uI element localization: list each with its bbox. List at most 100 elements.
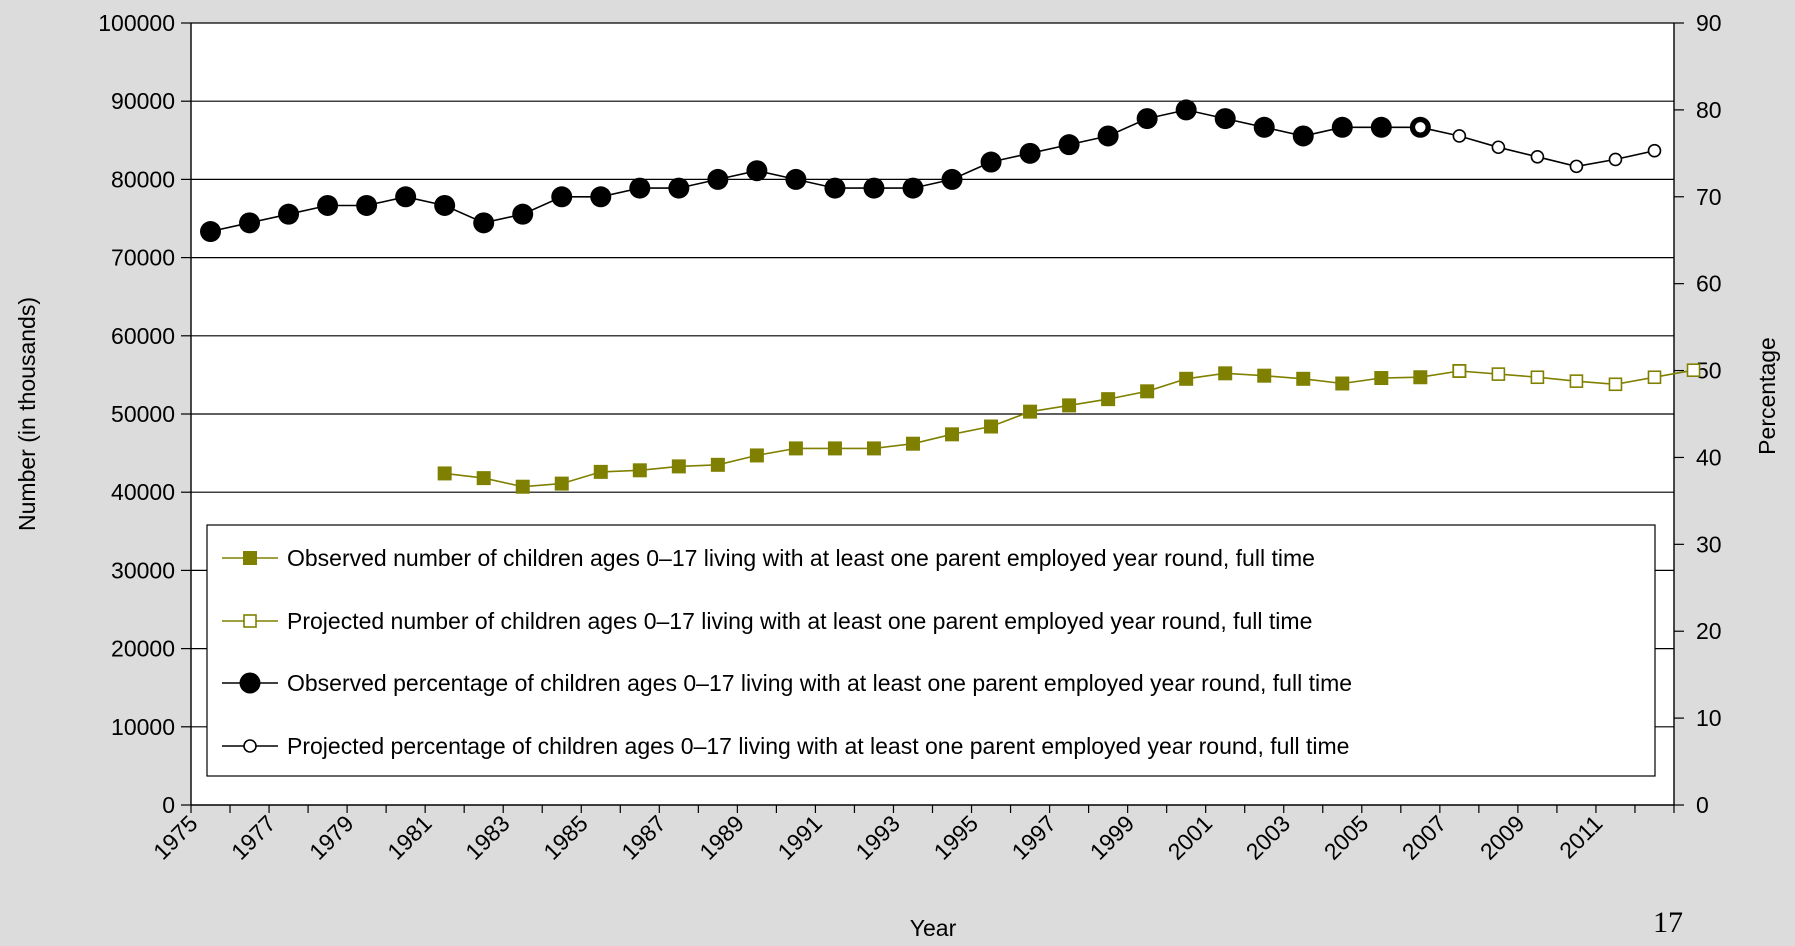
series-3-point (1452, 129, 1467, 143)
x-tick-label: 2003 (1241, 810, 1296, 865)
series-1-point (1647, 370, 1662, 385)
series-3-point (1491, 140, 1506, 155)
series-2-point (239, 212, 261, 234)
x-tick-label: 2007 (1397, 810, 1452, 865)
legend-label: Projected number of children ages 0–17 l… (287, 608, 1312, 634)
series-2-point (824, 177, 846, 199)
x-tick-label: 1997 (1007, 810, 1062, 865)
x-tick-label: 1987 (616, 810, 671, 865)
series-0-point (827, 441, 842, 456)
x-tick-label: 1991 (772, 810, 827, 865)
series-2-point (1370, 116, 1392, 138)
series-0-point (749, 448, 764, 463)
y-left-tick-label: 90000 (111, 88, 175, 114)
series-0-point (1140, 384, 1155, 399)
series-0-point (1062, 398, 1077, 413)
y-left-tick-label: 80000 (111, 166, 175, 192)
series-2-point (512, 203, 534, 225)
series-0-point (1257, 368, 1272, 383)
legend-label: Observed number of children ages 0–17 li… (287, 545, 1315, 571)
series-2-point (746, 160, 768, 182)
legend-marker (243, 551, 257, 565)
legend-box (206, 524, 1656, 777)
y-right-tick-label: 10 (1696, 705, 1722, 731)
series-0-point (593, 464, 608, 479)
legend-marker (239, 672, 261, 694)
series-2-point (551, 186, 573, 208)
series-2-point (1253, 116, 1275, 138)
x-tick-label: 1999 (1085, 810, 1140, 865)
series-0-point (554, 476, 569, 491)
series-2-point (200, 221, 222, 243)
y-left-tick-label: 100000 (98, 10, 175, 36)
series-1-point (1530, 370, 1545, 385)
series-1-point (1569, 374, 1584, 388)
x-tick-label: 1983 (460, 810, 515, 865)
x-tick-label: 1975 (148, 810, 203, 865)
series-0-point (632, 463, 647, 478)
legend-marker (243, 614, 257, 628)
series-0-point (1101, 392, 1116, 407)
x-tick-label: 1989 (694, 810, 749, 865)
y-left-tick-label: 60000 (111, 323, 175, 349)
y-right-tick-label: 80 (1696, 97, 1722, 123)
series-2-point (1019, 142, 1041, 164)
legend-marker (243, 739, 257, 753)
y-right-tick-label: 30 (1696, 531, 1722, 557)
series-0-point (905, 436, 920, 451)
series-2-point (902, 177, 924, 199)
series-3-point (1569, 159, 1584, 174)
series-3-point (1413, 120, 1428, 135)
series-0-point (1413, 370, 1428, 385)
x-tick-label: 2011 (1554, 810, 1607, 863)
series-0-point (437, 466, 452, 481)
page-number: 17 (1653, 906, 1683, 939)
y-left-tick-label: 40000 (111, 479, 175, 505)
y-right-tick-label: 0 (1696, 792, 1709, 818)
series-2-point (941, 168, 963, 190)
x-tick-label: 2005 (1319, 810, 1374, 865)
y-right-tick-label: 60 (1696, 271, 1722, 297)
series-0-point (1374, 371, 1389, 386)
series-0-point (710, 457, 725, 472)
series-0-point (1218, 366, 1233, 381)
series-2-point (356, 194, 378, 216)
series-0-point (866, 441, 881, 456)
legend-label: Observed percentage of children ages 0–1… (287, 670, 1352, 696)
series-2-point (707, 168, 729, 190)
series-0-point (945, 427, 960, 442)
series-0-point (1296, 371, 1311, 386)
series-2-point (1292, 125, 1314, 147)
y-left-tick-label: 50000 (111, 401, 175, 427)
y-left-tick-label: 30000 (111, 557, 175, 583)
x-tick-label: 1979 (304, 810, 359, 865)
series-2-point (1175, 99, 1197, 121)
x-tick-label: 1995 (928, 810, 983, 865)
series-0-point (515, 479, 530, 494)
y-right-tick-label: 90 (1696, 10, 1722, 36)
series-1-point (1491, 367, 1506, 381)
x-axis-title: Year (910, 915, 957, 941)
series-layer (200, 99, 1701, 494)
series-0-point (476, 471, 491, 486)
y-left-tick-label: 70000 (111, 245, 175, 271)
x-tick-label: 1985 (538, 810, 593, 865)
series-2-point (629, 177, 651, 199)
x-tick-label: 2009 (1475, 810, 1530, 865)
series-2-point (1331, 116, 1353, 138)
series-2-point (668, 177, 690, 199)
x-tick-label: 1993 (850, 810, 905, 865)
series-3-point (1530, 150, 1545, 164)
series-2-point (434, 194, 456, 216)
series-2-point (278, 203, 300, 225)
series-3-point (1647, 143, 1662, 158)
series-1-point (1608, 377, 1623, 392)
legend: Observed number of children ages 0–17 li… (206, 524, 1656, 777)
y-left-tick-label: 10000 (111, 714, 175, 740)
series-2-point (863, 177, 885, 199)
y-axis-left-title: Number (in thousands) (14, 297, 40, 531)
series-0-point (1023, 404, 1038, 419)
series-2-point (1097, 125, 1119, 147)
